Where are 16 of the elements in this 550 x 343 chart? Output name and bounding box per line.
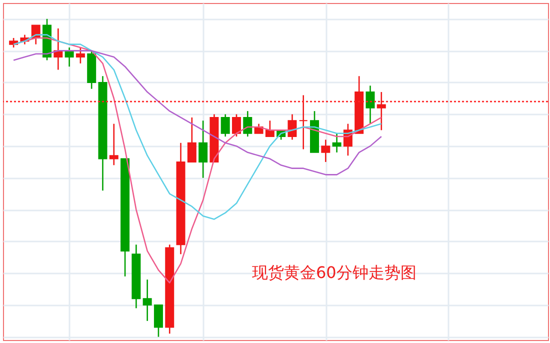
candlestick xyxy=(109,123,118,166)
candlestick xyxy=(232,114,241,138)
candlestick xyxy=(198,120,208,179)
candlestick xyxy=(376,91,386,131)
candlestick xyxy=(142,278,152,322)
candlestick xyxy=(154,304,163,338)
candlestick xyxy=(321,139,330,163)
annotation: 现货黄金60分钟走势图 xyxy=(252,263,416,282)
candlestick xyxy=(187,116,196,163)
candlestick xyxy=(332,132,342,154)
candlestick xyxy=(76,46,85,64)
candlestick xyxy=(288,114,297,140)
candlestick xyxy=(220,114,230,138)
candlestick xyxy=(298,94,308,150)
candlestick xyxy=(243,110,252,138)
candlestick xyxy=(366,85,375,124)
